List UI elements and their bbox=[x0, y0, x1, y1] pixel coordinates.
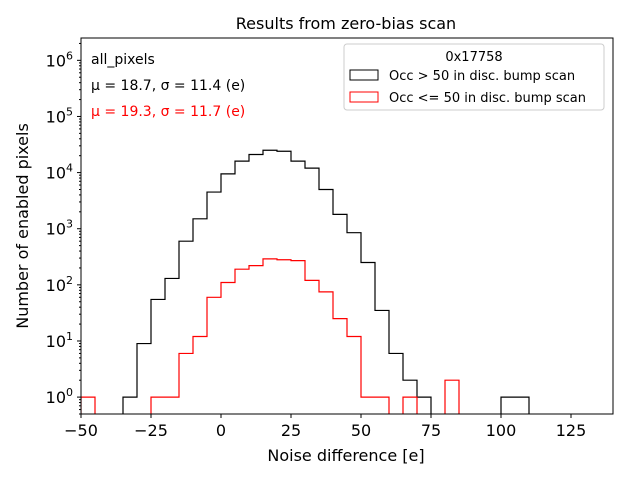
y-tick-label: 106 bbox=[46, 49, 73, 70]
x-axis-label: Noise difference [e] bbox=[267, 446, 424, 465]
x-tick-label: −25 bbox=[134, 421, 168, 440]
x-tick-label: 0 bbox=[216, 421, 226, 440]
y-axis-label: Number of enabled pixels bbox=[13, 123, 32, 329]
annotation-stats-black: μ = 18.7, σ = 11.4 (e) bbox=[91, 78, 245, 94]
x-tick-label: −50 bbox=[64, 421, 98, 440]
legend-box bbox=[343, 43, 605, 111]
legend-swatch-black bbox=[349, 69, 379, 81]
y-tick-label: 104 bbox=[46, 162, 73, 183]
y-tick-label: 101 bbox=[46, 330, 73, 351]
y-tick-label: 105 bbox=[46, 105, 73, 126]
histogram-series-1 bbox=[81, 258, 460, 414]
x-tick-label: 125 bbox=[556, 421, 587, 440]
x-tick-label: 75 bbox=[421, 421, 441, 440]
x-tick-label: 25 bbox=[281, 421, 301, 440]
x-axis: −50 −25 0 25 50 75 100 125 bbox=[64, 414, 586, 440]
plot-area bbox=[80, 37, 614, 415]
annotation-dataset: all_pixels bbox=[91, 52, 155, 68]
x-tick-label: 100 bbox=[486, 421, 517, 440]
legend-swatch-red bbox=[349, 91, 379, 103]
annotation-stats-red: μ = 19.3, σ = 11.7 (e) bbox=[91, 104, 245, 120]
legend-label-black: Occ > 50 in disc. bump scan bbox=[389, 69, 575, 84]
histogram-series-0 bbox=[122, 149, 530, 414]
chart-title: Results from zero-bias scan bbox=[236, 14, 456, 33]
annotations: all_pixels μ = 18.7, σ = 11.4 (e) μ = 19… bbox=[91, 52, 245, 120]
y-axis: 100 101 102 103 104 105 106 bbox=[46, 42, 81, 415]
legend: 0x17758 Occ > 50 in disc. bump scan Occ … bbox=[343, 43, 605, 111]
y-tick-label: 102 bbox=[46, 274, 73, 295]
x-tick-label: 50 bbox=[351, 421, 371, 440]
legend-label-red: Occ <= 50 in disc. bump scan bbox=[389, 91, 586, 106]
plot-frame bbox=[80, 37, 614, 415]
y-tick-label: 103 bbox=[46, 218, 73, 239]
histogram-layer bbox=[81, 149, 530, 414]
y-tick-label: 100 bbox=[46, 386, 73, 407]
legend-title: 0x17758 bbox=[445, 50, 502, 65]
